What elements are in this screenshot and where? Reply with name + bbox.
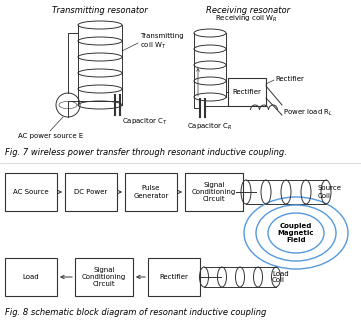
Bar — [185, 173, 243, 211]
Text: Signal
Conditioning
Circuit: Signal Conditioning Circuit — [82, 267, 126, 287]
Bar — [5, 258, 57, 296]
Text: Source
Coil: Source Coil — [318, 185, 342, 198]
Bar — [125, 173, 177, 211]
Bar — [65, 173, 117, 211]
Text: Power load R$_L$: Power load R$_L$ — [283, 108, 333, 118]
Text: Rectifier: Rectifier — [232, 89, 261, 95]
Text: Fig. 8 schematic block diagram of resonant inductive coupling: Fig. 8 schematic block diagram of resona… — [5, 308, 266, 317]
Text: Fig. 7 wireless power transfer through resonant inductive coupling.: Fig. 7 wireless power transfer through r… — [5, 148, 287, 157]
Text: Signal
Conditioning
Circuit: Signal Conditioning Circuit — [192, 182, 236, 202]
Text: Capacitor C$_R$: Capacitor C$_R$ — [187, 122, 233, 132]
Bar — [228, 78, 266, 106]
Text: Coupled
Magnetic
Field: Coupled Magnetic Field — [278, 223, 314, 243]
Text: Load: Load — [23, 274, 39, 280]
Bar — [75, 258, 133, 296]
Text: Pulse
Generator: Pulse Generator — [133, 185, 169, 198]
Text: Rectifier: Rectifier — [275, 76, 304, 82]
Text: Rectifier: Rectifier — [160, 274, 188, 280]
Bar — [148, 258, 200, 296]
Text: AC power source E: AC power source E — [18, 133, 83, 139]
Text: Transmitting
coil W$_T$: Transmitting coil W$_T$ — [140, 33, 184, 51]
Text: Load
Coil: Load Coil — [272, 270, 289, 283]
Bar — [5, 173, 57, 211]
Text: Receiving resonator: Receiving resonator — [206, 6, 290, 15]
Text: Receiving coil W$_R$: Receiving coil W$_R$ — [215, 14, 278, 24]
Text: AC Source: AC Source — [13, 189, 49, 195]
Text: DC Power: DC Power — [74, 189, 108, 195]
Text: Capacitor C$_T$: Capacitor C$_T$ — [122, 117, 168, 127]
Text: Transmitting resonator: Transmitting resonator — [52, 6, 148, 15]
